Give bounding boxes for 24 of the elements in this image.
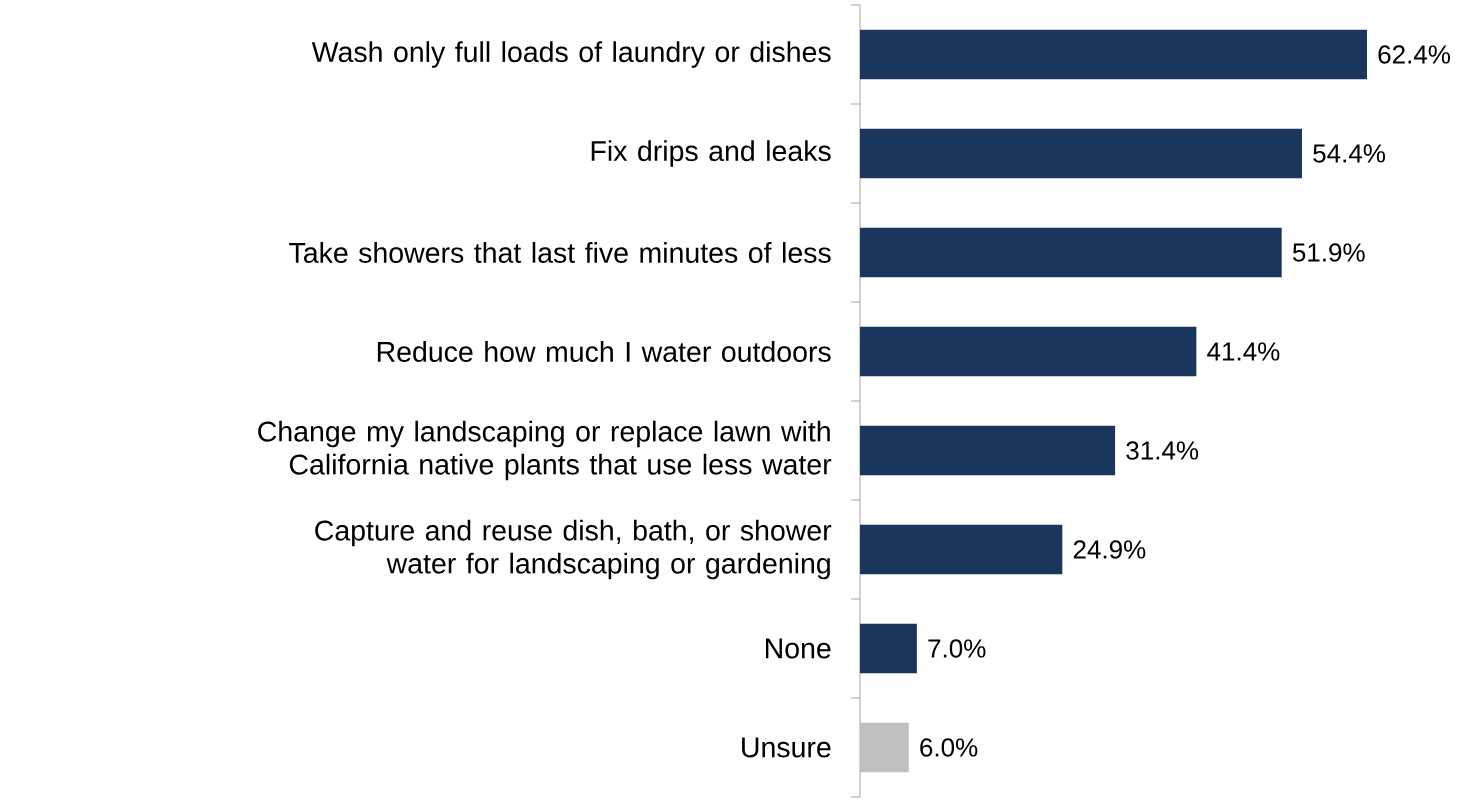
bar	[860, 326, 1197, 377]
bar	[860, 227, 1282, 278]
data-label: 62.4%	[1378, 45, 1450, 64]
data-label: 41.4%	[1207, 342, 1280, 361]
y-tick-label: Reduce how much I water outdoors	[377, 341, 831, 362]
bar	[860, 425, 1116, 476]
data-label: 31.4%	[1126, 441, 1199, 460]
y-tick-label: Wash only full loads of laundry or dishes	[311, 41, 831, 68]
bar	[860, 524, 1063, 575]
y-tick-label: Fix drips and leaks	[591, 140, 831, 167]
bar	[860, 29, 1367, 80]
bar	[860, 722, 909, 773]
data-label: 54.4%	[1313, 144, 1385, 163]
bar	[860, 623, 917, 674]
y-tick-label: Capture and reuse dish, bath, or shower water for landscaping or gardening	[315, 519, 832, 580]
bar	[860, 128, 1302, 179]
y-tick-label: Unsure	[742, 737, 831, 758]
data-label: 6.0%	[920, 738, 978, 757]
y-tick-label: Change my landscaping or replace lawn with California native plants that use less water	[258, 420, 832, 481]
y-tick-label: Take showers that last five minutes of less	[289, 242, 831, 263]
data-label: 24.9%	[1073, 540, 1146, 559]
data-label: 51.9%	[1292, 243, 1365, 262]
y-tick-label: None	[765, 638, 831, 659]
data-label: 7.0%	[928, 639, 986, 658]
